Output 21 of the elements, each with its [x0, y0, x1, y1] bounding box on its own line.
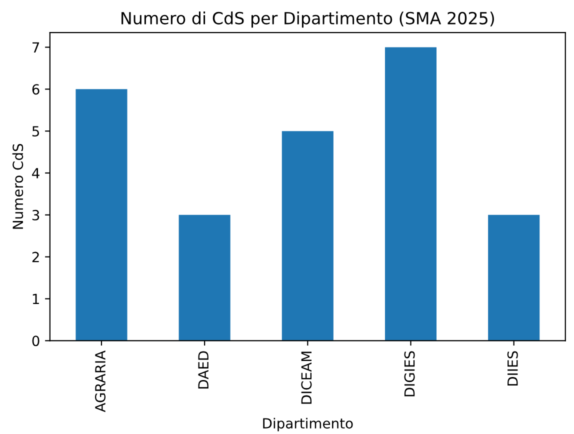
x-tick-label: DIIES	[507, 351, 518, 386]
y-tick-label: 0	[32, 336, 40, 346]
y-tick-label: 3	[32, 210, 40, 220]
x-tick-label: DICEAM	[301, 352, 312, 404]
x-tick-label: DAED	[198, 351, 208, 388]
y-tick-label: 6	[32, 84, 40, 95]
bar	[178, 214, 230, 341]
bar	[76, 89, 128, 341]
bar	[384, 47, 437, 341]
y-tick-label: 1	[32, 294, 39, 304]
y-tick-label: 4	[32, 168, 40, 178]
x-tick-label: DIGIES	[404, 351, 415, 396]
y-tick-label: 2	[32, 252, 39, 262]
y-tick-label: 7	[32, 42, 40, 52]
y-tick-label: 5	[32, 126, 40, 137]
x-tick-label: AGRARIA	[95, 350, 106, 412]
bar	[282, 131, 334, 341]
bar	[488, 214, 540, 341]
chart-title: Numero di CdS per Dipartimento (SMA 2025)	[122, 12, 494, 28]
y-axis-title: Numero CdS	[12, 144, 24, 229]
x-axis-title: Dipartimento	[263, 418, 353, 432]
